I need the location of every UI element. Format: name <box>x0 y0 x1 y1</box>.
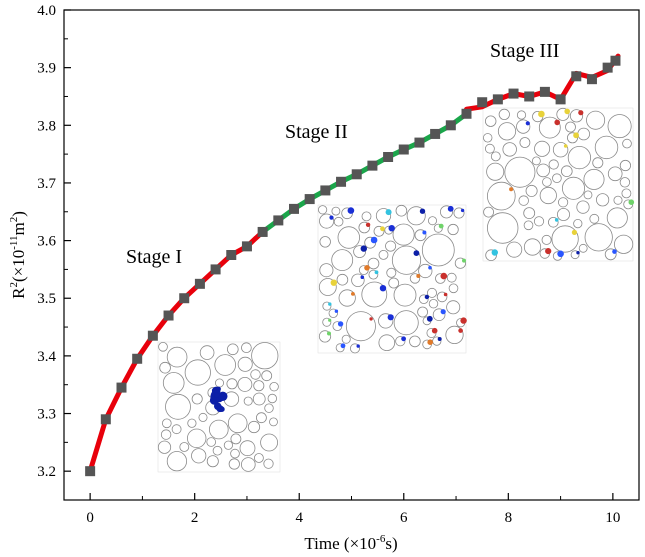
stage-3-label: Stage III <box>490 40 559 62</box>
data-point <box>147 330 158 341</box>
data-point <box>461 108 472 119</box>
data-point <box>383 152 394 162</box>
inset-images <box>157 107 635 473</box>
data-point <box>477 97 488 108</box>
y-axis: 3.2 3.3 3.4 3.5 3.6 3.7 3.8 3.9 4.0 <box>37 3 71 480</box>
data-point <box>289 203 299 214</box>
y-tick-label: 3.6 <box>37 234 56 250</box>
data-point <box>320 185 331 196</box>
data-point <box>555 94 566 105</box>
y-axis-title: R2(×10-11m2) <box>8 211 28 299</box>
data-point <box>586 74 597 85</box>
stage-2-label: Stage II <box>285 121 348 143</box>
data-markers <box>85 55 621 477</box>
data-point <box>610 55 621 66</box>
data-point <box>430 128 441 139</box>
y-tick-label: 4.0 <box>37 3 56 19</box>
inset-stage-3-image <box>482 107 635 262</box>
data-point <box>132 353 143 364</box>
data-point <box>492 94 503 105</box>
x-axis: 0 2 4 6 8 10 <box>86 493 620 526</box>
data-point <box>163 310 174 321</box>
x-tick-label: 4 <box>295 510 303 526</box>
data-point <box>226 250 237 260</box>
y-tick-label: 3.2 <box>37 464 56 480</box>
stage-1-label: Stage I <box>126 246 182 268</box>
data-point <box>257 226 268 237</box>
x-tick-label: 8 <box>505 510 513 526</box>
data-point <box>194 278 205 289</box>
data-point <box>445 120 456 131</box>
data-point <box>602 62 613 73</box>
data-point <box>116 382 127 393</box>
data-point <box>524 91 535 102</box>
x-tick-label: 2 <box>191 510 199 526</box>
y-tick-label: 3.4 <box>37 349 56 365</box>
data-point <box>85 466 96 477</box>
inset-stage-2-image <box>317 204 467 354</box>
data-point <box>398 144 409 155</box>
y-tick-label: 3.8 <box>37 118 56 134</box>
data-point <box>336 176 347 187</box>
data-point <box>508 88 519 99</box>
data-point <box>179 293 190 304</box>
inset-stage-1-image <box>157 341 281 473</box>
x-tick-label: 10 <box>605 510 620 526</box>
y-tick-label: 3.9 <box>37 61 56 77</box>
y-tick-label: 3.5 <box>37 291 56 307</box>
data-point <box>571 71 582 82</box>
data-point <box>273 215 284 226</box>
y-tick-label: 3.3 <box>37 407 56 423</box>
x-axis-title: Time (×10-6s) <box>304 533 397 553</box>
data-point <box>100 414 111 425</box>
data-point <box>351 169 362 180</box>
data-point <box>210 264 221 275</box>
data-point <box>414 137 425 148</box>
data-point <box>539 86 550 97</box>
y-tick-label: 3.7 <box>37 176 56 192</box>
data-point <box>304 194 315 205</box>
x-tick-label: 6 <box>400 510 408 526</box>
data-point <box>367 160 378 171</box>
x-tick-label: 0 <box>86 510 94 526</box>
data-point <box>241 241 252 252</box>
